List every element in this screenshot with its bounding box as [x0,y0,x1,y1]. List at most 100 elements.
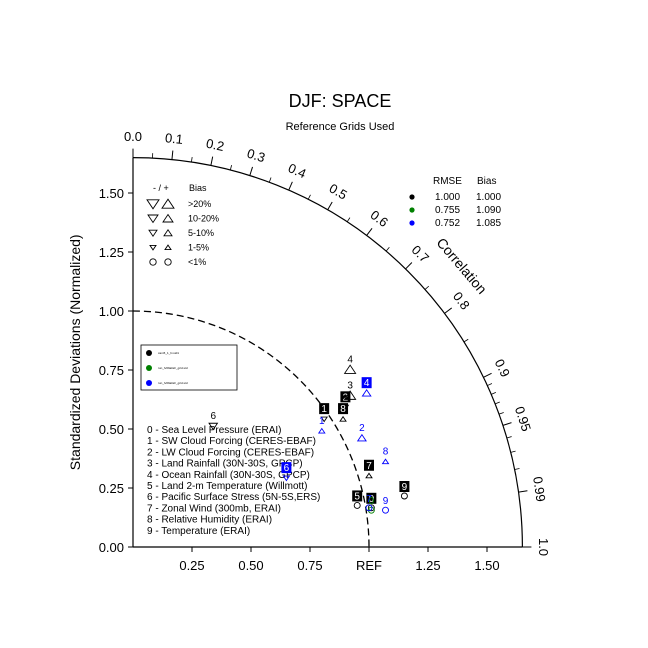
rmse-header: RMSE [433,176,462,187]
x-tick-label: REF [356,558,382,573]
point-marker [365,504,373,512]
corr-minor-tick [491,392,497,395]
x-tick-label: 1.50 [474,558,499,573]
y-tick-label: 1.50 [99,186,124,201]
corr-tick-label: 0.9 [492,357,513,380]
corr-tick-label: 0.8 [450,289,473,312]
bias-legend-tri-up [161,198,175,209]
corr-minor-tick [463,338,469,343]
variable-list-item: 8 - Relative Humidity (ERAI) [147,515,272,526]
rmse-value: 1.000 [435,192,460,203]
bias-legend-label: 1-5% [188,243,209,253]
corr-tick-label: 1.0 [536,538,551,556]
point-marker [320,416,329,423]
corr-minor-tick [498,412,504,415]
data-point: 0 [367,496,375,514]
point-marker [382,506,389,514]
bias-value: 1.000 [476,192,501,203]
corr-minor-tick [191,157,193,163]
bias-legend-tri-down [149,244,157,251]
chart-title: DJF: SPACE [289,91,392,111]
case-legend-label: cam5_1_fv.std1 [158,351,179,355]
point-marker [367,504,375,512]
data-point: 5 [352,490,363,509]
corr-minor-tick [385,247,390,252]
x-tick-label: 1.25 [415,558,440,573]
chart-subtitle: Reference Grids Used [286,121,395,133]
point-label: 6 [284,463,290,474]
point-label: 2 [359,423,365,434]
case-legend-label: run_fv09alt2c_grid.std [158,381,188,385]
point-label: 5 [354,491,360,502]
point-marker [208,422,219,431]
y-axis-title: Standardized Deviations (Normalized) [67,234,83,470]
point-label: 4 [347,355,353,366]
point-label-box [281,462,292,474]
point-label-box [364,459,374,471]
bias-legend-circle [149,258,157,266]
case-legend-dot [146,365,152,371]
y-tick-label: 1.25 [99,245,124,260]
rmse-row-dot [409,194,415,200]
point-label: 0 [369,496,375,507]
rmse-table: RMSE Bias 1.000 1.000 0.755 1.090 0.752 1.085 [409,176,501,229]
x-tick-label: 0.25 [179,558,204,573]
point-label: 8 [340,404,346,415]
point-marker [367,506,375,514]
point-marker [343,364,357,374]
correlation-title: Correlation [434,235,491,297]
corr-minor-tick [229,165,232,171]
y-tick-label: 0.00 [99,540,124,555]
data-point: 8 [338,403,349,422]
point-label: 4 [364,378,370,389]
bias-legend-tri-up [163,228,173,237]
corr-tick [502,422,512,426]
corr-tick-label: 0.4 [286,160,309,181]
x-tick-label: 0.75 [297,558,322,573]
point-marker [339,415,347,422]
corr-minor-tick [424,285,430,290]
point-label: 9 [402,482,408,493]
bias-legend-tri-up [162,213,174,223]
point-label: 9 [383,496,389,507]
bias-legend-label: 5-10% [188,228,214,238]
corr-minor-tick [510,450,516,453]
corr-minor-tick [268,177,272,183]
data-point: 7 [365,494,373,512]
variable-list-item: 5 - Land 2-m Temperature (Willmott) [147,481,307,492]
bias-legend-label: 10-20% [188,214,219,224]
corr-minor-tick [494,401,500,405]
corr-tick [444,307,453,314]
case-legend-label: run_fv09alt2c_grid.std [158,366,188,370]
corr-tick-label: 0.95 [512,404,534,433]
data-point: 4 [343,355,357,374]
corr-tick [366,227,373,236]
point-label: 8 [383,447,389,458]
point-label: 1 [321,404,327,415]
point-label: 1 [319,416,325,427]
bias-legend-label: <1% [188,257,206,267]
corr-minor-tick [346,217,351,223]
variable-list-item: 2 - LW Cloud Forcing (CERES-EBAF) [147,447,314,458]
x-tick-label: 0.50 [238,558,263,573]
point-label: 3 [347,381,353,392]
variable-list-item: 3 - Land Rainfall (30N-30S, GPCP) [147,459,303,470]
data-point: 1 [317,416,326,434]
y-tick-label: 0.25 [99,481,124,496]
bias-legend-tri-up [164,244,172,251]
variable-list-item: 1 - SW Cloud Forcing (CERES-EBAF) [147,436,316,447]
point-marker [365,472,373,479]
corr-tick [405,262,413,270]
point-label-box [361,377,372,389]
point-label-box [340,391,351,403]
data-point: 7 [364,459,374,479]
bias-legend-tri-down [147,214,159,224]
variable-list: 0 - Sea Level Pressure (ERAI)1 - SW Clou… [147,425,320,537]
case-legend: cam5_1_fv.std1 run_fv09alt2c_grid.std run_… [140,344,238,391]
data-point: 9 [382,496,389,514]
point-label: 7 [366,494,372,505]
corr-tick [210,156,214,166]
point-label: 6 [210,411,216,422]
